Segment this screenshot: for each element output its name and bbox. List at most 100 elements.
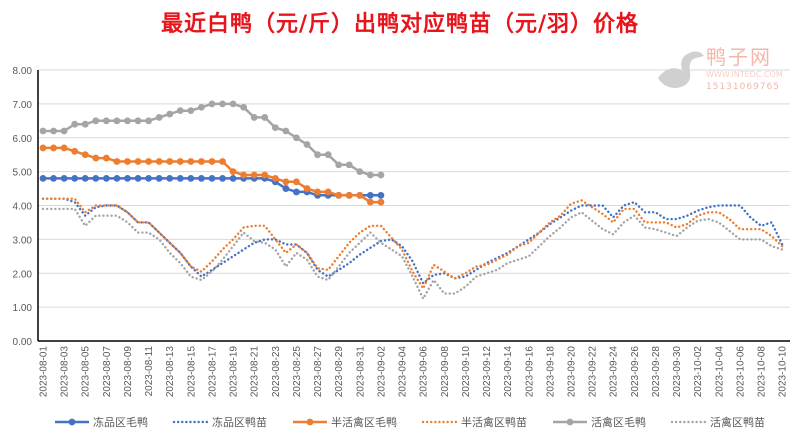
duck-logo-icon <box>658 51 704 88</box>
data-point <box>50 175 57 182</box>
data-point <box>219 175 226 182</box>
legend-marker <box>68 418 76 426</box>
data-point <box>124 158 131 165</box>
y-tick-label: 3.00 <box>13 235 33 246</box>
data-point <box>50 144 57 152</box>
y-tick-label: 1.00 <box>13 303 33 314</box>
data-point <box>208 100 216 108</box>
x-tick-label: 2023-09-10 <box>461 346 472 398</box>
legend-label: 冻品区毛鸭 <box>93 415 148 429</box>
data-point <box>282 178 290 186</box>
series-line-1 <box>41 197 784 285</box>
data-point <box>261 171 269 179</box>
x-tick-label: 2023-10-04 <box>714 346 725 398</box>
legend-marker <box>566 418 574 426</box>
data-point <box>187 175 195 182</box>
x-tick-label: 2023-08-09 <box>123 346 134 398</box>
data-point <box>92 175 100 182</box>
data-point <box>71 147 79 155</box>
data-point <box>155 114 163 121</box>
data-point <box>166 158 174 165</box>
data-point <box>345 161 353 169</box>
watermark-logo: 鸭子网 WWW.INTEDC.COM 15131069765 <box>648 46 800 102</box>
x-tick-label: 2023-08-25 <box>292 346 303 398</box>
watermark-url: WWW.INTEDC.COM <box>706 70 783 79</box>
data-point <box>219 158 226 165</box>
data-point <box>208 175 216 182</box>
data-point <box>229 168 237 176</box>
legend-marker <box>306 418 314 426</box>
data-point <box>134 117 142 125</box>
series-line-3 <box>41 197 784 290</box>
data-point <box>71 120 79 128</box>
data-point <box>124 117 131 125</box>
y-tick-label: 8.00 <box>13 66 33 77</box>
x-tick-label: 2023-08-01 <box>39 346 50 398</box>
data-point <box>39 127 47 135</box>
legend-label: 半活禽区毛鸭 <box>331 415 397 429</box>
data-point <box>145 158 153 165</box>
data-point <box>134 175 142 182</box>
data-point <box>113 175 121 182</box>
x-tick-label: 2023-09-20 <box>567 346 578 398</box>
x-tick-label: 2023-10-10 <box>778 346 789 398</box>
x-tick-label: 2023-09-24 <box>609 346 620 398</box>
data-point <box>366 191 374 199</box>
y-tick-label: 6.00 <box>13 134 33 145</box>
data-point <box>261 114 269 121</box>
data-point <box>102 154 110 162</box>
x-tick-label: 2023-09-30 <box>672 346 683 398</box>
data-point <box>155 158 163 165</box>
data-point <box>314 188 321 196</box>
data-point <box>155 175 163 182</box>
data-point <box>81 151 89 159</box>
y-tick-label: 2.00 <box>13 269 33 280</box>
x-tick-label: 2023-09-04 <box>398 346 409 398</box>
data-point <box>198 103 205 111</box>
data-point <box>335 191 343 199</box>
legend-label: 活禽区鸭苗 <box>710 415 765 429</box>
y-tick-label: 0.00 <box>13 337 33 348</box>
x-tick-label: 2023-09-02 <box>376 346 387 398</box>
x-tick-label: 2023-09-12 <box>482 346 493 398</box>
series-line-5 <box>41 207 784 300</box>
data-point <box>271 175 279 182</box>
x-tick-label: 2023-09-22 <box>588 346 599 398</box>
data-point <box>187 158 195 165</box>
data-point <box>240 103 248 111</box>
x-tick-label: 2023-09-14 <box>503 346 514 398</box>
data-point <box>134 158 142 165</box>
watermark-name: 鸭子网 <box>706 45 772 69</box>
x-tick-label: 2023-09-26 <box>630 346 641 398</box>
data-point <box>219 100 226 108</box>
data-point <box>81 175 89 182</box>
data-point <box>176 158 184 165</box>
x-tick-label: 2023-08-27 <box>313 346 324 398</box>
data-point <box>250 114 258 121</box>
data-point <box>92 154 100 162</box>
data-point <box>377 191 385 199</box>
data-point <box>113 117 121 125</box>
x-tick-label: 2023-09-28 <box>651 346 662 398</box>
data-point <box>39 144 47 152</box>
data-point <box>176 175 184 182</box>
x-tick-label: 2023-08-03 <box>60 346 71 398</box>
data-point <box>145 175 153 182</box>
y-tick-label: 4.00 <box>13 202 33 213</box>
x-tick-label: 2023-08-19 <box>229 346 240 398</box>
data-point <box>229 175 237 182</box>
x-tick-label: 2023-08-31 <box>355 346 366 398</box>
x-tick-label: 2023-08-11 <box>144 346 155 397</box>
data-point <box>60 144 68 152</box>
data-point <box>377 198 385 206</box>
data-point <box>60 175 68 182</box>
data-point <box>176 107 184 115</box>
data-point <box>314 151 321 159</box>
data-point <box>198 175 205 182</box>
legend-label: 活禽区毛鸭 <box>591 415 646 429</box>
data-point <box>145 117 153 125</box>
x-tick-label: 2023-09-16 <box>524 346 535 398</box>
x-tick-label: 2023-08-15 <box>186 346 197 398</box>
x-tick-label: 2023-10-06 <box>735 346 746 398</box>
data-point <box>293 134 300 142</box>
